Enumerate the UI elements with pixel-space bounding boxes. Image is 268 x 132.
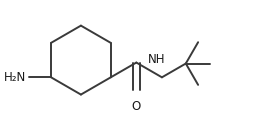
Text: O: O [132, 100, 141, 113]
Text: NH: NH [148, 53, 166, 65]
Text: H₂N: H₂N [4, 71, 27, 84]
